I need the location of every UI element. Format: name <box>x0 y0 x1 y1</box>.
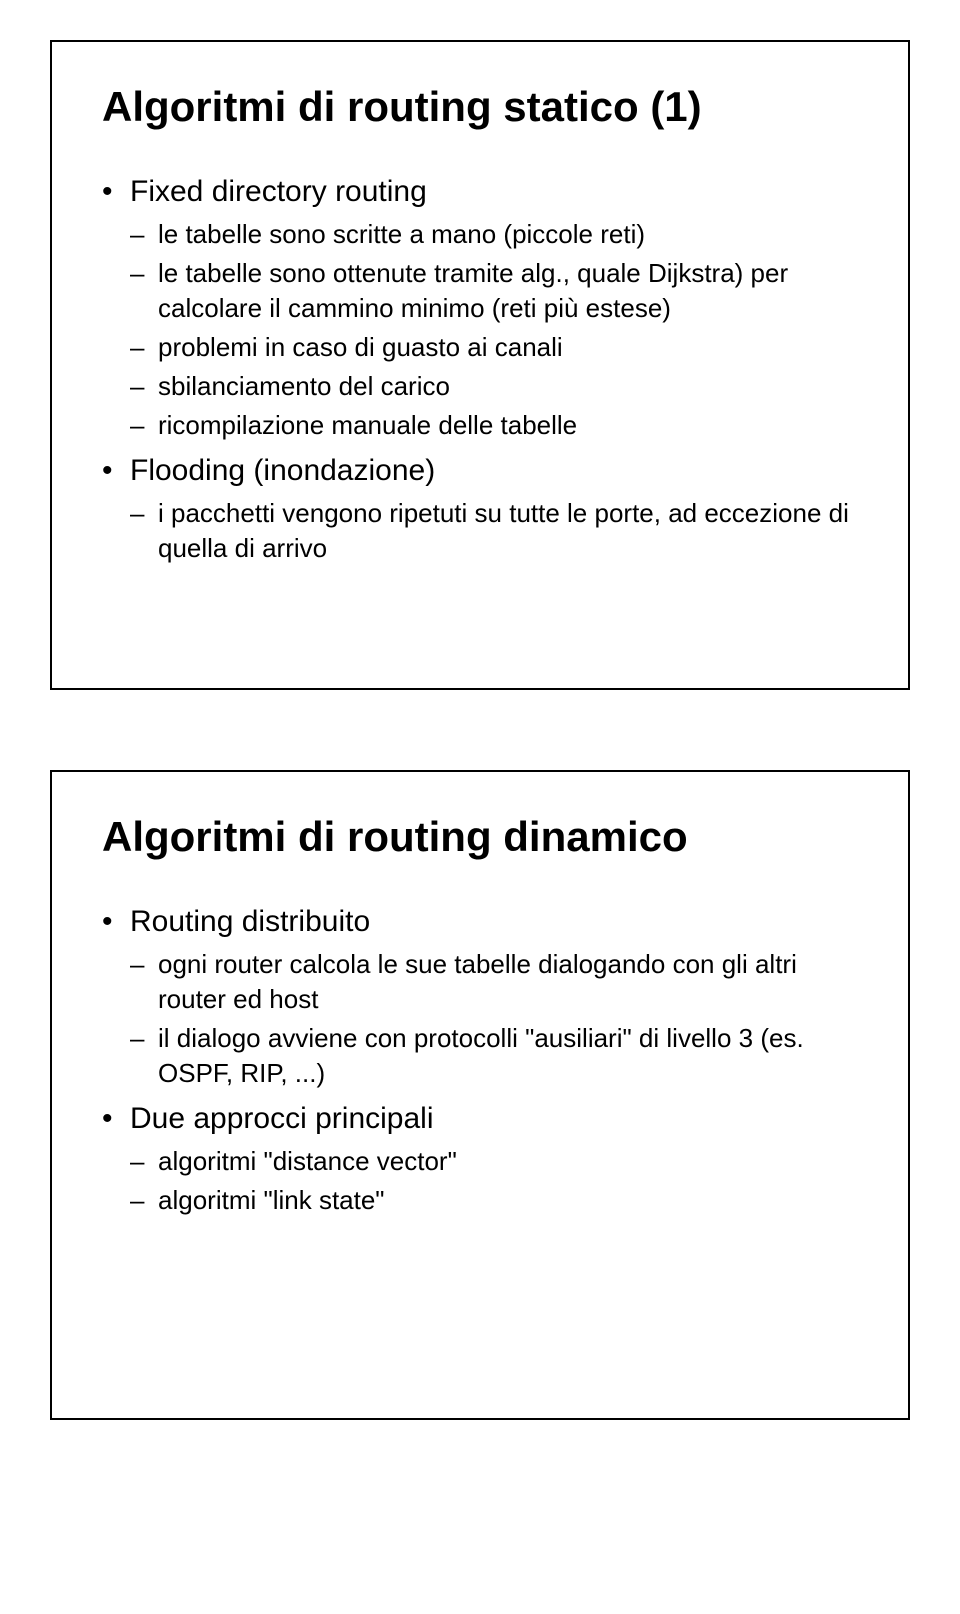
subbullet: sbilanciamento del carico <box>130 369 858 404</box>
sublist-due-approcci: algoritmi "distance vector" algoritmi "l… <box>130 1144 858 1218</box>
sublist-routing-distribuito: ogni router calcola le sue tabelle dialo… <box>130 947 858 1091</box>
page: Algoritmi di routing statico (1) Fixed d… <box>0 0 960 1540</box>
sublist-fixed-directory: le tabelle sono scritte a mano (piccole … <box>130 217 858 444</box>
bullet-label: Routing distribuito <box>130 905 370 938</box>
bullet-fixed-directory: Fixed directory routing le tabelle sono … <box>102 172 858 443</box>
bullet-label: Due approcci principali <box>130 1102 434 1135</box>
subbullet: problemi in caso di guasto ai canali <box>130 330 858 365</box>
subbullet: le tabelle sono ottenute tramite alg., q… <box>130 256 858 326</box>
sublist-flooding: i pacchetti vengono ripetuti su tutte le… <box>130 496 858 566</box>
slide-1-list: Fixed directory routing le tabelle sono … <box>102 172 858 566</box>
slide-1: Algoritmi di routing statico (1) Fixed d… <box>50 40 910 690</box>
bullet-label: Fixed directory routing <box>130 175 427 208</box>
slide-1-title: Algoritmi di routing statico (1) <box>102 82 858 132</box>
subbullet: ricompilazione manuale delle tabelle <box>130 408 858 443</box>
slide-2-title: Algoritmi di routing dinamico <box>102 812 858 862</box>
subbullet: ogni router calcola le sue tabelle dialo… <box>130 947 858 1017</box>
slide-2-list: Routing distribuito ogni router calcola … <box>102 902 858 1218</box>
bullet-routing-distribuito: Routing distribuito ogni router calcola … <box>102 902 858 1091</box>
subbullet: algoritmi "distance vector" <box>130 1144 858 1179</box>
subbullet: il dialogo avviene con protocolli "ausil… <box>130 1021 858 1091</box>
bullet-due-approcci: Due approcci principali algoritmi "dista… <box>102 1099 858 1218</box>
subbullet: i pacchetti vengono ripetuti su tutte le… <box>130 496 858 566</box>
slide-2: Algoritmi di routing dinamico Routing di… <box>50 770 910 1420</box>
subbullet: algoritmi "link state" <box>130 1183 858 1218</box>
bullet-label: Flooding (inondazione) <box>130 454 435 487</box>
subbullet: le tabelle sono scritte a mano (piccole … <box>130 217 858 252</box>
bullet-flooding: Flooding (inondazione) i pacchetti vengo… <box>102 451 858 566</box>
